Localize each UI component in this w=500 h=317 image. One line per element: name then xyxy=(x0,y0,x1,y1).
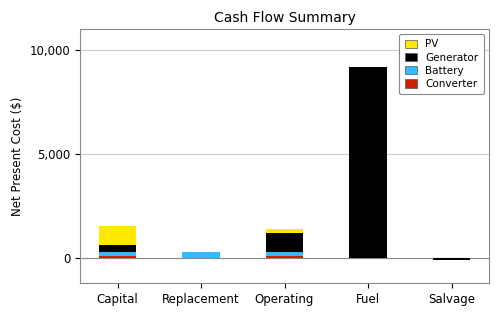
Bar xyxy=(98,226,136,245)
Y-axis label: Net Present Cost ($): Net Present Cost ($) xyxy=(11,96,24,216)
Title: Cash Flow Summary: Cash Flow Summary xyxy=(214,11,356,25)
Bar xyxy=(98,245,136,252)
Bar xyxy=(266,229,304,233)
Bar xyxy=(98,256,136,258)
Bar xyxy=(182,252,220,258)
Legend: PV, Generator, Battery, Converter: PV, Generator, Battery, Converter xyxy=(400,34,483,94)
Bar xyxy=(432,258,470,260)
Bar xyxy=(349,67,387,258)
Bar xyxy=(98,252,136,256)
Bar xyxy=(266,252,304,256)
Bar xyxy=(266,256,304,258)
Bar xyxy=(266,233,304,252)
